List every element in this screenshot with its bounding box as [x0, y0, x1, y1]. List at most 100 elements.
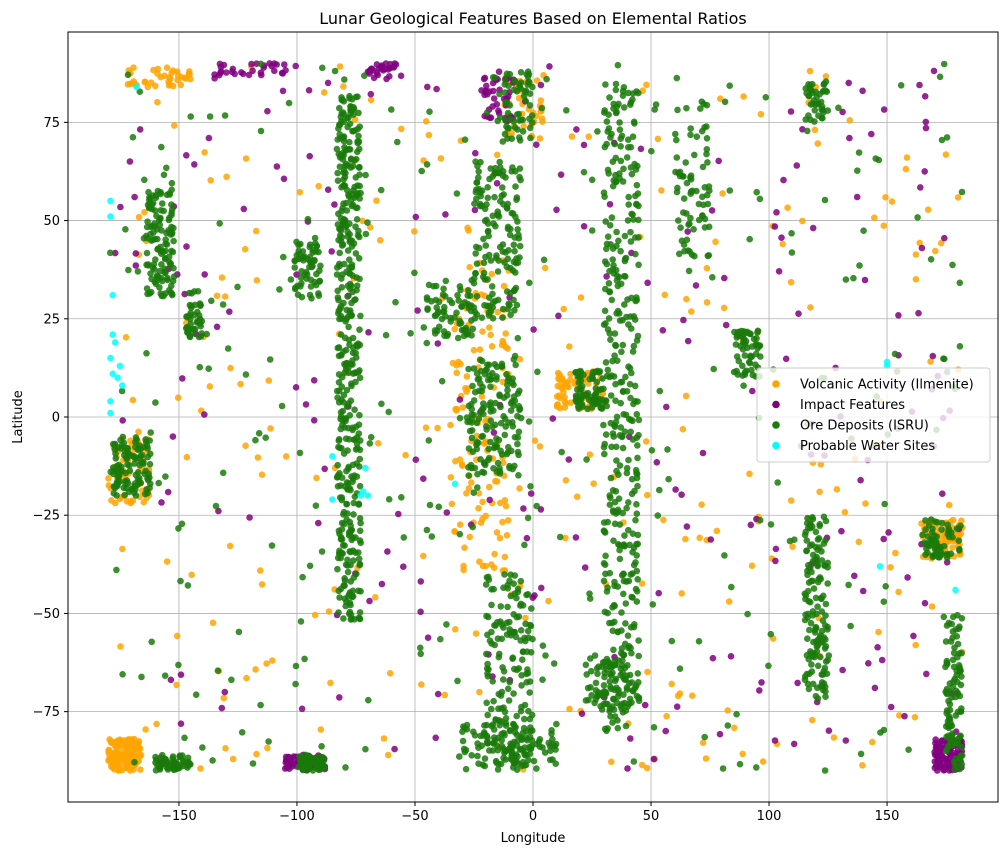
data-point: [351, 436, 359, 443]
data-point: [350, 157, 358, 164]
data-point: [434, 690, 442, 698]
data-point: [510, 296, 517, 304]
data-point: [767, 521, 775, 528]
data-point: [958, 188, 966, 196]
data-point: [635, 261, 642, 269]
data-point: [613, 228, 620, 236]
data-point: [726, 82, 733, 89]
data-point: [704, 159, 711, 166]
data-point: [689, 692, 696, 699]
data-point: [519, 656, 526, 663]
data-point: [433, 304, 441, 311]
data-point: [789, 543, 796, 550]
data-point: [158, 277, 166, 285]
data-point: [509, 628, 517, 636]
data-point: [221, 112, 229, 119]
y-tick-label: 25: [43, 312, 60, 327]
data-point: [812, 555, 820, 563]
data-point: [699, 739, 707, 746]
data-point: [292, 680, 299, 688]
data-point: [882, 583, 889, 590]
data-point: [341, 144, 348, 151]
data-point: [572, 369, 579, 376]
data-point: [526, 115, 533, 123]
data-point: [488, 705, 495, 713]
data-point: [346, 256, 353, 264]
data-point: [366, 67, 374, 74]
data-point: [782, 355, 790, 363]
data-point: [475, 168, 483, 175]
data-point: [385, 408, 393, 416]
data-point: [820, 109, 827, 116]
data-point: [575, 379, 583, 387]
x-tick-label: 0: [529, 809, 537, 824]
data-point: [931, 748, 938, 756]
data-point: [634, 442, 641, 449]
data-point: [258, 581, 266, 588]
data-point: [601, 440, 608, 448]
data-point: [524, 514, 532, 522]
data-point: [710, 365, 717, 373]
data-point: [698, 98, 706, 105]
data-point: [166, 229, 174, 236]
data-point: [500, 413, 507, 420]
data-point: [878, 656, 886, 664]
data-point: [810, 585, 818, 592]
data-point: [426, 108, 433, 115]
data-point: [510, 241, 518, 249]
data-point: [183, 453, 191, 461]
data-point: [494, 308, 502, 316]
data-point: [144, 489, 151, 497]
data-point: [473, 311, 481, 318]
data-point: [240, 205, 248, 213]
data-point: [633, 200, 640, 208]
data-point: [339, 96, 346, 103]
data-point: [343, 222, 350, 229]
data-point: [242, 371, 250, 378]
data-point: [514, 448, 522, 456]
data-point: [109, 291, 117, 299]
data-point: [808, 716, 816, 724]
data-point: [142, 726, 149, 733]
data-point: [179, 762, 187, 770]
data-point: [526, 124, 534, 132]
data-point: [420, 324, 428, 331]
data-point: [514, 585, 522, 593]
data-point: [154, 65, 162, 73]
data-point: [143, 350, 150, 357]
data-point: [118, 752, 125, 759]
data-point: [746, 235, 753, 243]
data-point: [249, 760, 257, 767]
data-point: [501, 76, 509, 83]
data-point: [521, 751, 529, 759]
data-point: [747, 521, 755, 529]
data-point: [624, 296, 631, 303]
data-point: [239, 70, 247, 78]
data-point: [143, 442, 151, 450]
data-point: [673, 188, 681, 196]
data-point: [618, 609, 625, 616]
data-point: [307, 283, 315, 290]
data-point: [709, 654, 717, 662]
data-point: [418, 167, 426, 175]
data-point: [507, 407, 515, 414]
data-point: [683, 295, 690, 303]
data-point: [208, 297, 215, 305]
data-point: [513, 301, 521, 309]
data-point: [825, 652, 833, 659]
data-point: [168, 211, 175, 219]
data-point: [892, 549, 899, 557]
data-point: [221, 688, 229, 696]
data-point: [814, 562, 821, 570]
data-point: [821, 562, 828, 569]
data-point: [635, 89, 642, 97]
data-point: [518, 682, 525, 689]
data-point: [480, 732, 487, 739]
data-point: [356, 411, 363, 419]
data-point: [825, 727, 833, 734]
data-point: [676, 665, 684, 672]
data-point: [319, 64, 326, 72]
data-point: [612, 380, 619, 388]
data-point: [549, 415, 557, 422]
data-point: [604, 166, 612, 174]
